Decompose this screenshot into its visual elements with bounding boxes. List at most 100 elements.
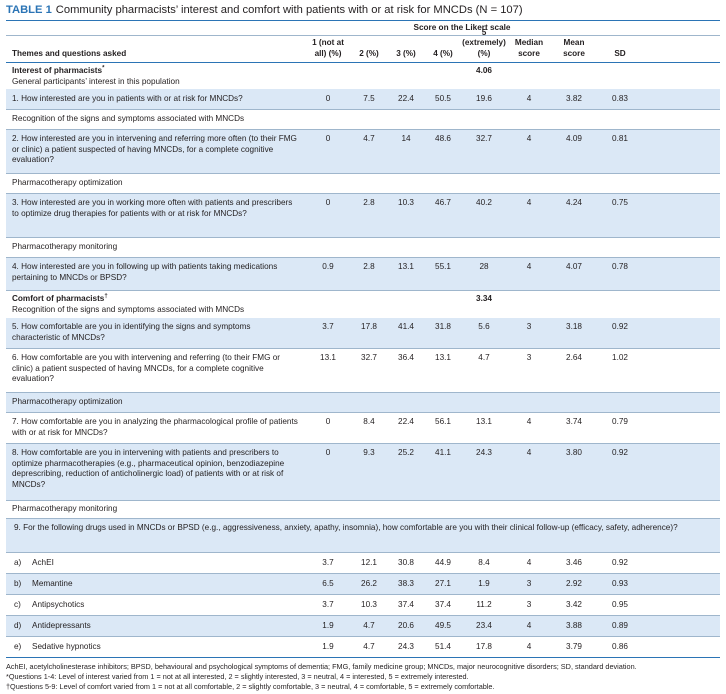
subheading-monitoring: Pharmacotherapy monitoring <box>12 242 118 252</box>
table-header-columns: Themes and questions asked 1 (not at all… <box>6 28 720 62</box>
cell-value: 22.4 <box>398 93 414 103</box>
cell-value: 0 <box>325 198 331 207</box>
cell-value: 10.3 <box>361 599 377 609</box>
cell-value: 4 <box>526 93 532 103</box>
cell-value: 48.6 <box>435 134 451 143</box>
subheading-row: Recognition of the signs and symptoms as… <box>6 110 720 130</box>
cell-value: 13.1 <box>320 353 336 362</box>
cell-value: 17.8 <box>476 641 492 651</box>
column-header: SD <box>614 48 626 58</box>
cell-value: 56.1 <box>435 417 451 426</box>
cell-value: 28 <box>479 262 489 271</box>
drug-letter: a) <box>14 557 22 567</box>
cell-value: 3.80 <box>566 448 582 457</box>
cell-value: 8.4 <box>363 417 375 426</box>
cell-value: 0 <box>325 417 331 426</box>
cell-value: 0 <box>325 134 331 143</box>
cell-value: 0 <box>325 93 331 103</box>
drug-name: Antipsychotics <box>32 599 85 609</box>
cell-value: 0.92 <box>612 322 628 331</box>
cell-value: 4 <box>526 620 532 630</box>
cell-value: 4 <box>526 557 532 567</box>
cell-value: 37.4 <box>398 599 414 609</box>
cell-value: 4 <box>526 448 532 457</box>
cell-value: 41.1 <box>435 448 451 457</box>
cell-value: 0.79 <box>612 417 628 426</box>
subheading-optimization: Pharmacotherapy optimization <box>12 178 123 188</box>
comfort-marker: † <box>104 293 108 300</box>
drug-row: d) Antidepressants 1.9 4.7 20.6 49.5 23.4… <box>6 616 720 637</box>
question-text: 9. For the following drugs used in MNCDs… <box>14 523 678 532</box>
cell-value: 32.7 <box>361 353 377 362</box>
question-text: 8. How comfortable are you in intervenin… <box>12 448 285 489</box>
subheading-row: Pharmacotherapy monitoring <box>6 501 720 519</box>
cell-value: 2.8 <box>363 262 375 271</box>
cell-value: 2.92 <box>566 578 582 588</box>
cell-value: 11.2 <box>476 599 492 609</box>
cell-value: 1.9 <box>322 620 334 630</box>
cell-value: 4.7 <box>363 620 375 630</box>
cell-value: 10.3 <box>398 198 414 207</box>
subheading-optimization: Pharmacotherapy optimization <box>12 397 123 407</box>
cell-value: 0.75 <box>612 198 628 207</box>
cell-value: 3.74 <box>566 417 582 426</box>
cell-value: 8.4 <box>478 557 490 567</box>
cell-value: 3 <box>526 322 532 331</box>
cell-value: 3 <box>526 578 532 588</box>
themes-header: Themes and questions asked <box>12 48 127 58</box>
table-label: TABLE 1 <box>6 4 52 16</box>
column-header: 5 (extremely) (%) <box>462 27 506 58</box>
cell-value: 3.88 <box>566 620 582 630</box>
table-caption: TABLE 1 Community pharmacists’ interest a… <box>6 3 722 17</box>
question-text: 7. How comfortable are you in analyzing … <box>12 417 298 437</box>
cell-value: 55.1 <box>435 262 451 271</box>
cell-value: 0.92 <box>612 448 628 457</box>
question-text: 5. How comfortable are you in identifyin… <box>12 322 251 342</box>
table-header-scale: Score on the Likert scale <box>6 21 720 36</box>
section-comfort-title: Comfort of pharmacists <box>12 294 105 303</box>
cell-value: 3 <box>526 599 532 609</box>
question-9-row: 9. For the following drugs used in MNCDs… <box>6 519 720 553</box>
comfort-score: 3.34 <box>476 294 492 303</box>
cell-value: 17.8 <box>361 322 377 331</box>
cell-value: 30.8 <box>398 557 414 567</box>
cell-value: 46.7 <box>435 198 451 207</box>
cell-value: 4.24 <box>566 198 582 207</box>
cell-value: 4.09 <box>566 134 582 143</box>
drug-name: Sedative hypnotics <box>32 641 101 651</box>
cell-value: 49.5 <box>435 620 451 630</box>
question-text: 3. How interested are you in working mor… <box>12 198 293 218</box>
cell-value: 7.5 <box>363 93 375 103</box>
cell-value: 32.7 <box>476 134 492 143</box>
drug-letter: b) <box>14 578 22 588</box>
cell-value: 44.9 <box>435 557 451 567</box>
subheading-row: Pharmacotherapy optimization <box>6 393 720 413</box>
table-row: 1. How interested are you in patients wi… <box>6 89 720 110</box>
cell-value: 26.2 <box>361 578 377 588</box>
subheading-row: Pharmacotherapy optimization <box>6 174 720 194</box>
cell-value: 4.7 <box>478 353 490 362</box>
cell-value: 13.1 <box>476 417 492 426</box>
cell-value: 3.42 <box>566 599 582 609</box>
cell-value: 0.81 <box>612 134 628 143</box>
cell-value: 1.9 <box>478 578 490 588</box>
cell-value: 40.2 <box>476 198 492 207</box>
cell-value: 51.4 <box>435 641 451 651</box>
table-row: 8. How comfortable are you in intervenin… <box>6 444 720 501</box>
cell-value: 3.18 <box>566 322 582 331</box>
cell-value: 0.83 <box>612 93 628 103</box>
section-comfort: Comfort of pharmacists† Recognition of t… <box>6 291 720 318</box>
cell-value: 41.4 <box>398 322 414 331</box>
subheading-monitoring: Pharmacotherapy monitoring <box>12 504 118 514</box>
cell-value: 19.6 <box>476 93 492 103</box>
drug-name: Memantine <box>32 578 73 588</box>
cell-value: 0 <box>325 448 331 457</box>
interest-score: 4.06 <box>476 66 492 75</box>
cell-value: 2.8 <box>363 198 375 207</box>
cell-value: 1.9 <box>322 641 334 651</box>
drug-letter: e) <box>14 641 22 651</box>
cell-value: 9.3 <box>363 448 375 457</box>
cell-value: 13.1 <box>435 353 451 362</box>
cell-value: 24.3 <box>476 448 492 457</box>
